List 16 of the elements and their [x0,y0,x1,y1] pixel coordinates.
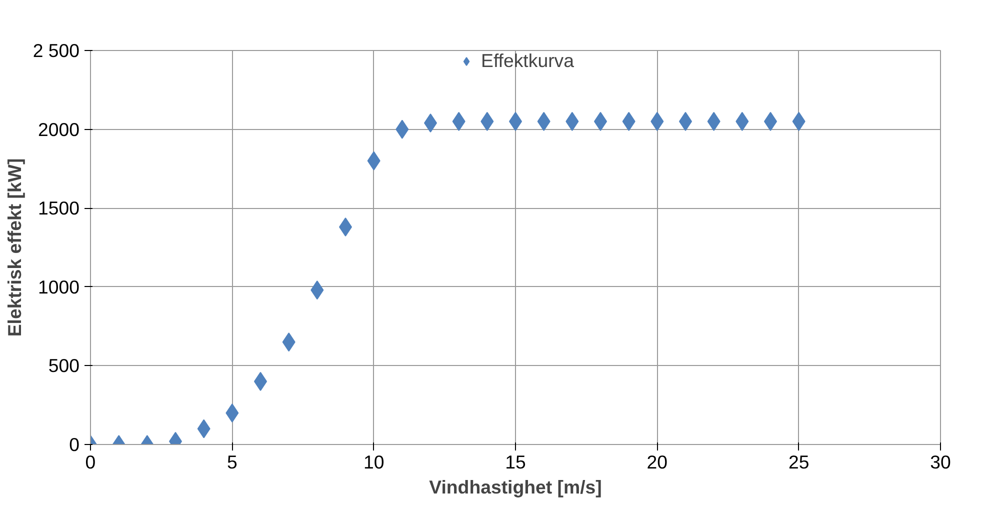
x-tick-label: 20 [646,452,668,472]
x-tick-label: 5 [226,452,238,472]
y-tick-label: 2000 [38,118,80,140]
y-tick-label: 2 500 [32,40,80,61]
legend-label: Effektkurva [481,50,574,72]
y-tick-label: 1500 [38,198,80,219]
x-tick-label: 25 [788,452,810,472]
y-tick-label: 0 [69,434,80,455]
x-tick-label: 10 [363,452,384,472]
y-tick-label: 1000 [38,276,80,298]
y-tick-label: 500 [48,355,80,376]
x-tick-label: 15 [505,452,526,472]
x-tick-label: 0 [85,452,96,472]
x-tick-label: 30 [930,452,951,472]
x-axis-title: Vindhastighet [m/s] [429,476,602,498]
y-axis-title: Elektrisk effekt [kW] [4,158,25,337]
